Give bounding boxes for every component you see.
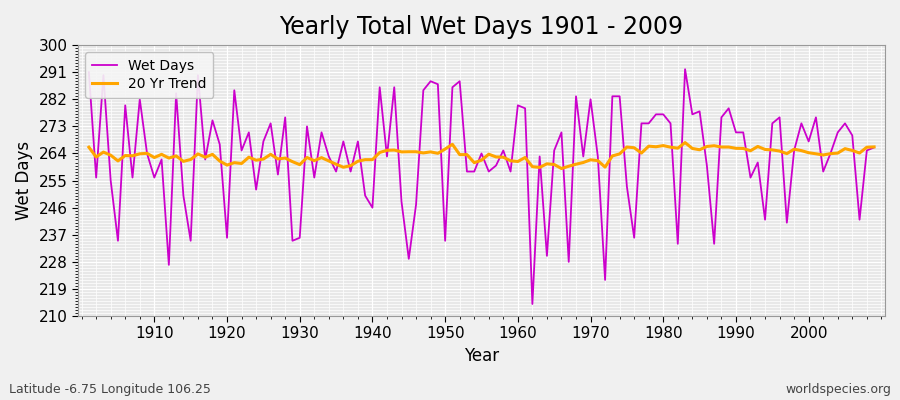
Line: 20 Yr Trend: 20 Yr Trend <box>89 142 874 168</box>
Wet Days <box>141 151 152 156</box>
Line: Wet Days: Wet Days <box>89 69 874 304</box>
Wet Days <box>505 169 516 174</box>
Wet Days <box>607 94 617 99</box>
20 Yr Trend <box>607 154 617 158</box>
20 Yr Trend <box>512 159 523 164</box>
X-axis label: Year: Year <box>464 347 499 365</box>
20 Yr Trend <box>302 155 312 160</box>
Wet Days <box>302 124 312 129</box>
Wet Days <box>84 70 94 75</box>
Text: worldspecies.org: worldspecies.org <box>785 383 891 396</box>
Wet Days <box>868 145 879 150</box>
Text: Latitude -6.75 Longitude 106.25: Latitude -6.75 Longitude 106.25 <box>9 383 211 396</box>
Title: Yearly Total Wet Days 1901 - 2009: Yearly Total Wet Days 1901 - 2009 <box>280 15 683 39</box>
Y-axis label: Wet Days: Wet Days <box>15 141 33 220</box>
Legend: Wet Days, 20 Yr Trend: Wet Days, 20 Yr Trend <box>85 52 213 98</box>
20 Yr Trend <box>556 166 567 171</box>
Wet Days <box>680 67 690 72</box>
20 Yr Trend <box>84 145 94 150</box>
Wet Days <box>527 302 538 306</box>
Wet Days <box>346 169 356 174</box>
Wet Days <box>512 103 523 108</box>
20 Yr Trend <box>346 163 356 168</box>
20 Yr Trend <box>505 158 516 163</box>
20 Yr Trend <box>680 140 690 145</box>
20 Yr Trend <box>141 151 152 156</box>
20 Yr Trend <box>868 144 879 149</box>
